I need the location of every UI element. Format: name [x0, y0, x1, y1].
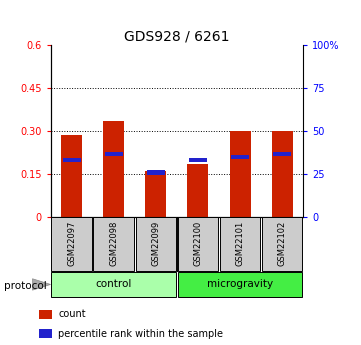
Text: GSM22097: GSM22097	[67, 220, 76, 266]
Text: GSM22100: GSM22100	[193, 220, 203, 266]
Bar	[93, 217, 134, 271]
Bar	[51, 272, 176, 297]
Text: microgravity: microgravity	[207, 279, 273, 289]
Bar	[271, 130, 293, 217]
Text: percentile rank within the sample: percentile rank within the sample	[58, 328, 223, 338]
Text: GSM22102: GSM22102	[278, 220, 287, 266]
Title: GDS928 / 6261: GDS928 / 6261	[124, 30, 230, 44]
Bar	[63, 158, 81, 162]
Text: control: control	[96, 279, 132, 289]
Bar	[39, 329, 52, 338]
Bar	[273, 152, 291, 156]
Bar	[136, 217, 176, 271]
Bar	[103, 121, 124, 217]
Text: protocol: protocol	[4, 281, 46, 290]
Bar	[51, 217, 92, 271]
Bar	[39, 310, 52, 319]
Bar	[187, 164, 208, 217]
Bar	[61, 136, 82, 217]
Bar	[147, 170, 165, 175]
Bar	[178, 272, 303, 297]
Text: count: count	[58, 309, 86, 319]
Text: GSM22101: GSM22101	[236, 220, 244, 266]
Text: GSM22098: GSM22098	[109, 220, 118, 266]
Text: GSM22099: GSM22099	[151, 220, 160, 266]
Bar	[178, 217, 218, 271]
Bar	[262, 217, 303, 271]
Bar	[145, 171, 166, 217]
Bar	[220, 217, 260, 271]
Bar	[230, 131, 251, 217]
Bar	[189, 158, 207, 162]
Bar	[231, 155, 249, 159]
Bar	[105, 152, 123, 156]
Polygon shape	[32, 279, 51, 290]
